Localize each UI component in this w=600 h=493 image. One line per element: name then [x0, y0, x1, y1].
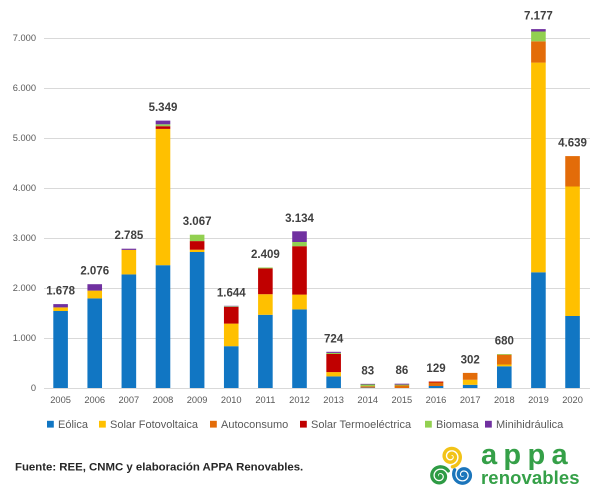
- svg-text:4.639: 4.639: [558, 138, 587, 150]
- svg-text:1.678: 1.678: [46, 286, 75, 298]
- svg-text:3.134: 3.134: [285, 213, 314, 225]
- svg-text:Minihidráulica: Minihidráulica: [496, 419, 564, 431]
- svg-text:2019: 2019: [528, 395, 549, 405]
- svg-text:2008: 2008: [153, 395, 174, 405]
- svg-text:Fuente: REE, CNMC y elaboració: Fuente: REE, CNMC y elaboración APPA Ren…: [15, 461, 303, 473]
- svg-text:5.000: 5.000: [13, 133, 36, 143]
- svg-text:7.000: 7.000: [13, 33, 36, 43]
- svg-text:6.000: 6.000: [13, 83, 36, 93]
- svg-text:7.177: 7.177: [524, 11, 553, 23]
- svg-text:2016: 2016: [426, 395, 447, 405]
- svg-text:3.067: 3.067: [183, 216, 212, 228]
- svg-text:2012: 2012: [289, 395, 310, 405]
- svg-text:2018: 2018: [494, 395, 515, 405]
- svg-text:129: 129: [426, 363, 445, 375]
- svg-text:4.000: 4.000: [13, 183, 36, 193]
- svg-text:302: 302: [461, 354, 480, 366]
- svg-text:2010: 2010: [221, 395, 242, 405]
- svg-text:1.644: 1.644: [217, 287, 246, 299]
- svg-text:2.409: 2.409: [251, 249, 280, 261]
- svg-text:Biomasa: Biomasa: [436, 419, 480, 431]
- svg-text:0: 0: [31, 383, 36, 393]
- svg-text:724: 724: [324, 333, 344, 345]
- svg-text:2006: 2006: [84, 395, 105, 405]
- svg-text:2009: 2009: [187, 395, 208, 405]
- svg-text:2017: 2017: [460, 395, 481, 405]
- svg-text:2.785: 2.785: [114, 230, 143, 242]
- svg-text:renovables: renovables: [481, 467, 580, 488]
- svg-text:appa: appa: [481, 439, 574, 471]
- svg-text:Eólica: Eólica: [58, 419, 89, 431]
- svg-text:2005: 2005: [50, 395, 71, 405]
- svg-text:Autoconsumo: Autoconsumo: [221, 419, 288, 431]
- svg-text:2015: 2015: [392, 395, 413, 405]
- svg-text:2.000: 2.000: [13, 283, 36, 293]
- svg-text:680: 680: [495, 336, 514, 348]
- svg-text:86: 86: [396, 365, 409, 377]
- svg-text:5.349: 5.349: [149, 102, 178, 114]
- svg-text:2.076: 2.076: [80, 266, 109, 278]
- svg-text:2014: 2014: [357, 395, 378, 405]
- svg-text:2020: 2020: [562, 395, 583, 405]
- svg-text:2013: 2013: [323, 395, 344, 405]
- svg-text:2007: 2007: [119, 395, 140, 405]
- svg-text:3.000: 3.000: [13, 233, 36, 243]
- svg-text:Solar Termoeléctrica: Solar Termoeléctrica: [311, 419, 412, 431]
- svg-text:1.000: 1.000: [13, 333, 36, 343]
- svg-text:2011: 2011: [255, 395, 275, 405]
- svg-text:83: 83: [361, 365, 374, 377]
- svg-text:Solar Fotovoltaica: Solar Fotovoltaica: [110, 419, 199, 431]
